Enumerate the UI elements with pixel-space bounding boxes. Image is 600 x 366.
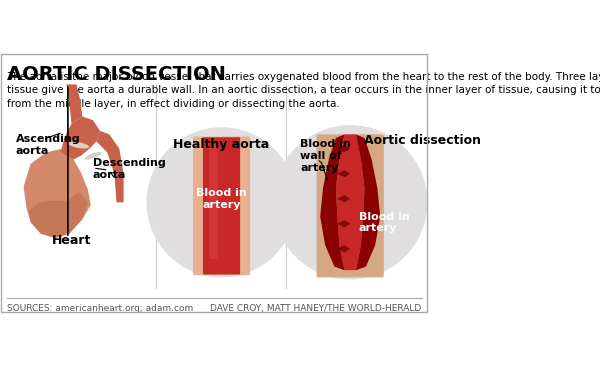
Polygon shape [209, 145, 218, 259]
Polygon shape [337, 195, 350, 202]
Ellipse shape [68, 142, 89, 149]
Polygon shape [337, 145, 350, 152]
Polygon shape [67, 85, 82, 124]
Text: Blood in
artery: Blood in artery [196, 188, 247, 209]
Text: The aorta is the major blood vessel that carries oxygenated blood from the heart: The aorta is the major blood vessel that… [7, 72, 600, 109]
Circle shape [146, 127, 296, 277]
Text: Ascending
aorta: Ascending aorta [16, 134, 80, 156]
Text: Blood in
artery: Blood in artery [359, 212, 410, 233]
Text: Heart: Heart [52, 235, 91, 247]
FancyBboxPatch shape [193, 137, 250, 275]
Polygon shape [29, 191, 88, 238]
Polygon shape [23, 149, 91, 238]
Text: Descending
aorta: Descending aorta [93, 158, 166, 180]
Polygon shape [337, 245, 350, 252]
FancyBboxPatch shape [203, 137, 240, 274]
Text: Blood in
wall of
artery: Blood in wall of artery [300, 139, 351, 173]
Text: Aortic dissection: Aortic dissection [364, 134, 481, 147]
Text: AORTIC DISSECTION: AORTIC DISSECTION [7, 65, 226, 84]
Polygon shape [61, 116, 100, 160]
Polygon shape [356, 134, 380, 270]
Text: DAVE CROY, MATT HANEY/THE WORLD-HERALD: DAVE CROY, MATT HANEY/THE WORLD-HERALD [211, 304, 422, 313]
Text: SOURCES: americanheart.org; adam.com: SOURCES: americanheart.org; adam.com [7, 304, 193, 313]
FancyBboxPatch shape [317, 134, 384, 277]
Polygon shape [337, 220, 350, 227]
Ellipse shape [85, 152, 101, 160]
Polygon shape [337, 170, 350, 177]
Polygon shape [336, 134, 364, 270]
Circle shape [273, 125, 427, 280]
Polygon shape [320, 134, 344, 270]
Text: Healthy aorta: Healthy aorta [173, 138, 269, 151]
Polygon shape [97, 131, 124, 202]
